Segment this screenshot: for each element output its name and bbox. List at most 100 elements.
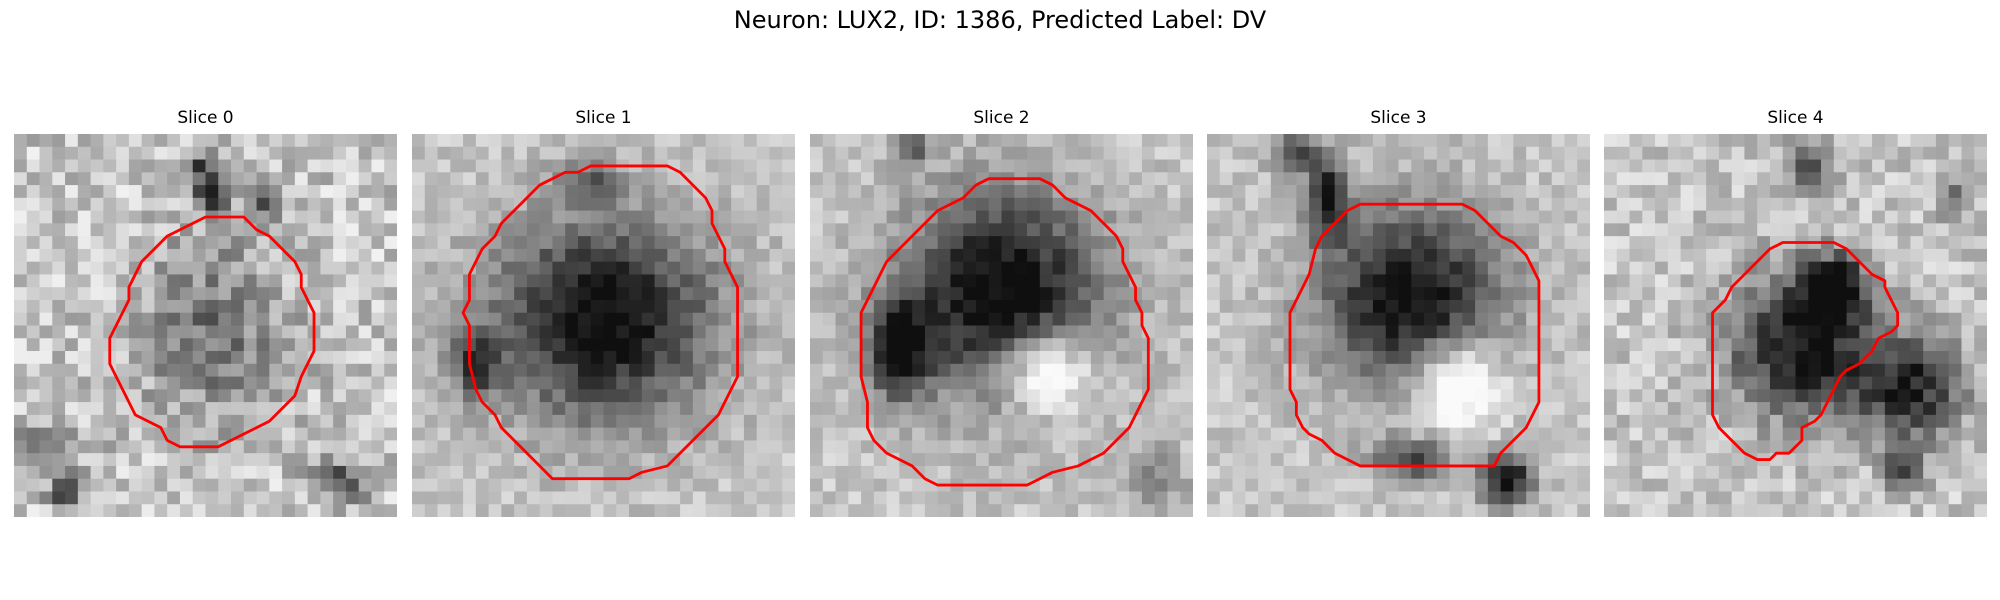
pixel bbox=[1424, 134, 1438, 148]
pixel bbox=[1782, 299, 1797, 314]
pixel bbox=[1948, 274, 1962, 288]
image-panel-slice-4 bbox=[1604, 134, 1987, 517]
pixel bbox=[1411, 402, 1425, 416]
pixel bbox=[1564, 363, 1578, 378]
pixel bbox=[1872, 376, 1886, 390]
pixel bbox=[488, 248, 502, 263]
pixel bbox=[1014, 363, 1028, 378]
pixel bbox=[1167, 287, 1181, 301]
pixel bbox=[963, 299, 977, 314]
pixel bbox=[437, 299, 451, 314]
pixel bbox=[950, 351, 964, 365]
pixel bbox=[1141, 414, 1156, 429]
pixel bbox=[1039, 248, 1054, 263]
pixel bbox=[1526, 312, 1540, 327]
pixel bbox=[412, 274, 426, 288]
pixel bbox=[1475, 299, 1489, 314]
pixel bbox=[128, 338, 143, 352]
pixel bbox=[1808, 453, 1822, 467]
pixel bbox=[1103, 414, 1117, 429]
pixel bbox=[616, 172, 630, 186]
pixel bbox=[1795, 134, 1809, 148]
pixel bbox=[358, 351, 372, 365]
pixel bbox=[1027, 351, 1041, 365]
pixel bbox=[116, 236, 130, 250]
pixel bbox=[1897, 376, 1911, 390]
pixel bbox=[912, 325, 926, 339]
pixel bbox=[1859, 504, 1873, 517]
pixel bbox=[1180, 261, 1193, 275]
pixel bbox=[692, 440, 707, 454]
pixel bbox=[65, 427, 79, 441]
pixel bbox=[282, 414, 296, 429]
pixel bbox=[603, 465, 617, 480]
pixel bbox=[1935, 453, 1950, 467]
pixel bbox=[77, 146, 92, 161]
pixel bbox=[565, 414, 579, 429]
pixel bbox=[756, 427, 770, 441]
pixel bbox=[437, 504, 451, 517]
pixel bbox=[412, 491, 426, 505]
pixel bbox=[539, 491, 553, 505]
pixel bbox=[141, 287, 155, 301]
pixel bbox=[822, 210, 837, 224]
pixel bbox=[1207, 453, 1221, 467]
pixel bbox=[1487, 261, 1502, 275]
pixel bbox=[667, 376, 681, 390]
pixel bbox=[90, 134, 104, 148]
pixel bbox=[1129, 210, 1143, 224]
pixel bbox=[1731, 427, 1745, 441]
pixel bbox=[937, 172, 951, 186]
pixel bbox=[358, 389, 372, 403]
pixel bbox=[1718, 185, 1733, 199]
pixel bbox=[1667, 338, 1682, 352]
pixel bbox=[1884, 491, 1899, 505]
pixel bbox=[39, 312, 53, 327]
pixel bbox=[14, 338, 28, 352]
pixel bbox=[256, 197, 270, 212]
pixel bbox=[590, 363, 605, 378]
pixel bbox=[1948, 210, 1962, 224]
pixel bbox=[1078, 248, 1092, 263]
pixel bbox=[692, 402, 707, 416]
pixel bbox=[1910, 465, 1924, 480]
pixel bbox=[1141, 491, 1156, 505]
pixel bbox=[654, 261, 668, 275]
pixel bbox=[450, 504, 464, 517]
pixel bbox=[718, 236, 732, 250]
pixel bbox=[848, 402, 862, 416]
pixel bbox=[848, 223, 862, 237]
pixel bbox=[1616, 299, 1631, 314]
pixel bbox=[1347, 172, 1361, 186]
pixel bbox=[1245, 351, 1259, 365]
pixel bbox=[1398, 172, 1412, 186]
pixel bbox=[822, 299, 837, 314]
pixel bbox=[743, 185, 758, 199]
pixel bbox=[616, 351, 630, 365]
pixel bbox=[1309, 363, 1323, 378]
pixel bbox=[1757, 351, 1771, 365]
pixel bbox=[1833, 440, 1848, 454]
pixel bbox=[1372, 338, 1387, 352]
pixel bbox=[128, 491, 143, 505]
pixel bbox=[769, 440, 783, 454]
pixel bbox=[731, 210, 745, 224]
pixel bbox=[1258, 172, 1272, 186]
pixel bbox=[450, 465, 464, 480]
pixel bbox=[1564, 299, 1578, 314]
pixel bbox=[552, 287, 566, 301]
pixel bbox=[1897, 172, 1911, 186]
pixel bbox=[475, 389, 490, 403]
pixel bbox=[924, 440, 939, 454]
pixel bbox=[810, 146, 824, 161]
pixel bbox=[667, 236, 681, 250]
pixel bbox=[1052, 504, 1066, 517]
pixel bbox=[1436, 223, 1451, 237]
pixel bbox=[1090, 376, 1105, 390]
pixel bbox=[424, 159, 439, 173]
pixel bbox=[1321, 197, 1336, 212]
pixel bbox=[1027, 402, 1041, 416]
pixel bbox=[705, 338, 719, 352]
pixel bbox=[256, 363, 270, 378]
pixel bbox=[205, 172, 219, 186]
